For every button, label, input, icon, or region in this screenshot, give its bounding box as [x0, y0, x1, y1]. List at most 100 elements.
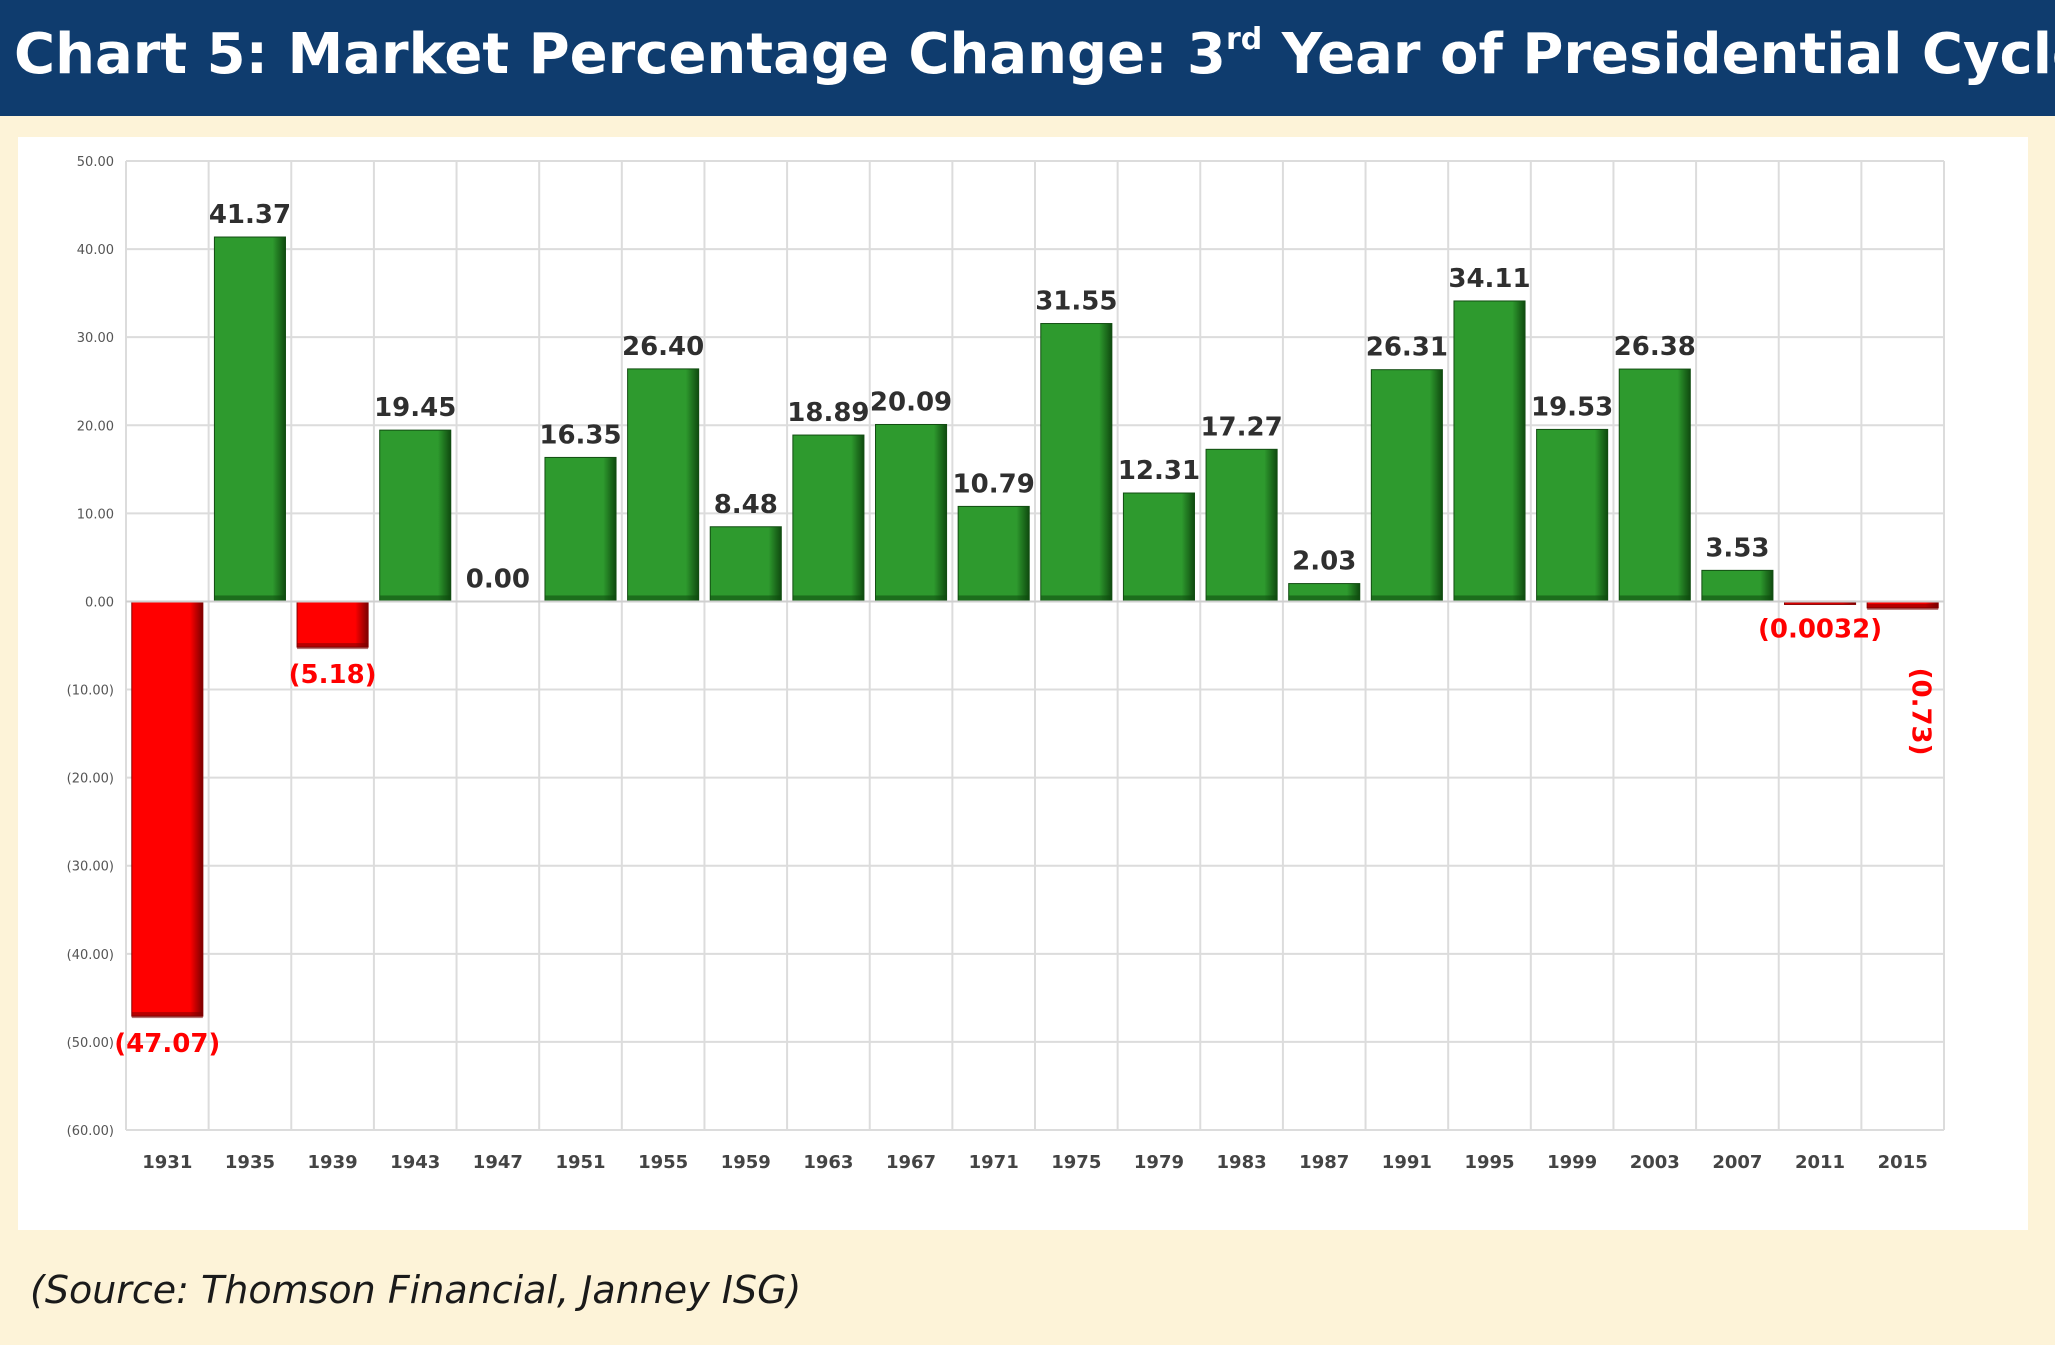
bar-shadow [214, 595, 286, 602]
data-label-1971: 10.79 [953, 469, 1035, 499]
chart-header: Chart 5: Market Percentage Change: 3rd Y… [0, 0, 2055, 116]
x-tick-label: 1951 [555, 1152, 605, 1173]
data-label-1947: 0.00 [466, 564, 530, 594]
y-tick-label: (40.00) [67, 948, 114, 963]
x-tick-label: 1947 [473, 1152, 523, 1173]
data-label-1955: 26.40 [622, 332, 704, 362]
x-tick-label: 1963 [803, 1152, 853, 1173]
y-tick-label: (60.00) [67, 1124, 114, 1139]
data-label-2011: (0.0032) [1758, 614, 1882, 644]
y-tick-label: (10.00) [67, 684, 114, 699]
x-tick-label: 1991 [1382, 1152, 1432, 1173]
data-label-1931: (47.07) [114, 1029, 220, 1059]
data-label-2015: (0.73) [1906, 668, 1936, 756]
x-tick-label: 1975 [1051, 1152, 1101, 1173]
bar-1959 [709, 526, 782, 602]
bar-1979 [1122, 492, 1195, 602]
x-tick-label: 1935 [225, 1152, 275, 1173]
bar-1939 [296, 600, 369, 648]
x-tick-label: 2003 [1630, 1152, 1680, 1173]
bar-shadow [544, 595, 617, 602]
bar-shadow [1206, 595, 1278, 602]
bar-1971 [957, 505, 1030, 602]
data-label-1983: 17.27 [1200, 412, 1282, 442]
y-tick-label: 0.00 [85, 595, 114, 610]
x-tick-label: 1943 [390, 1152, 440, 1173]
data-label-1935: 41.37 [209, 200, 291, 230]
bar-1935 [213, 236, 286, 602]
chart-title-superscript: rd [1225, 22, 1263, 57]
y-tick-label: 50.00 [77, 155, 114, 170]
bar-1975 [1040, 323, 1113, 602]
x-tick-label: 1979 [1134, 1152, 1184, 1173]
bar-1983 [1205, 448, 1278, 602]
x-tick-label: 1983 [1217, 1152, 1267, 1173]
bar-shadow [1040, 595, 1112, 602]
y-tick-label: 20.00 [77, 419, 114, 434]
bar-1991 [1370, 369, 1443, 602]
bar-shadow [1701, 595, 1773, 602]
data-label-1979: 12.31 [1118, 456, 1200, 486]
bar-shadow [1288, 595, 1360, 602]
data-label-2007: 3.53 [1705, 533, 1769, 563]
x-tick-label: 1955 [638, 1152, 688, 1173]
data-label-1975: 31.55 [1035, 287, 1117, 317]
x-tick-label: 1967 [886, 1152, 936, 1173]
x-tick-label: 1959 [721, 1152, 771, 1173]
bar-1995 [1453, 300, 1526, 602]
y-tick-label: 40.00 [77, 243, 114, 258]
data-label-1987: 2.03 [1292, 547, 1356, 577]
bar-shadow [1371, 595, 1443, 602]
bar-shadow [1123, 595, 1195, 602]
bar-shadow [1536, 595, 1608, 602]
data-label-1995: 34.11 [1448, 264, 1530, 294]
bar-1999 [1536, 428, 1609, 602]
data-label-1951: 16.35 [539, 420, 621, 450]
bar-shadow [131, 1012, 203, 1019]
data-label-1999: 19.53 [1531, 392, 1613, 422]
bar-chart: 50.00 40.00 30.00 20.00 10.00 0.00 (10.00) (20.… [67, 155, 1945, 1173]
chart-title: Chart 5: Market Percentage Change: 3rd Y… [14, 20, 2055, 90]
x-tick-label: 1939 [308, 1152, 358, 1173]
x-tick-label: 1999 [1547, 1152, 1597, 1173]
x-tick-label: 1987 [1299, 1152, 1349, 1173]
bar-shadow [1619, 595, 1691, 602]
x-tick-label: 1995 [1464, 1152, 1514, 1173]
source-note: (Source: Thomson Financial, Janney ISG) [30, 1268, 802, 1312]
bar-shadow [875, 595, 947, 602]
data-label-1959: 8.48 [714, 490, 778, 520]
bar-shadow [710, 595, 782, 602]
data-label-2003: 26.38 [1614, 332, 1696, 362]
chart-title-prefix: Chart 5: Market Percentage Change: 3 [14, 22, 1226, 87]
x-tick-label: 1971 [969, 1152, 1019, 1173]
x-tick-label: 1931 [142, 1152, 192, 1173]
x-tick-label: 2007 [1712, 1152, 1762, 1173]
chart-title-suffix: Year of Presidential Cycle [1262, 22, 2055, 87]
bar-1931 [131, 600, 204, 1017]
data-label-1943: 19.45 [374, 393, 456, 423]
bar-1967 [875, 423, 948, 602]
y-tick-label: (30.00) [67, 860, 114, 875]
data-label-1967: 20.09 [870, 387, 952, 417]
bar-shadow [1453, 595, 1526, 602]
bar-shadow [627, 595, 699, 602]
bar-shadow [297, 643, 369, 650]
bar-shadow [792, 595, 864, 602]
chart-panel: 50.00 40.00 30.00 20.00 10.00 0.00 (10.00) (20.… [18, 137, 2028, 1230]
bar-shadow [1867, 603, 1939, 610]
y-tick-label: (20.00) [67, 772, 114, 787]
y-tick-label: 30.00 [77, 331, 114, 346]
x-tick-label: 2011 [1795, 1152, 1845, 1173]
bar-shadow [958, 595, 1030, 602]
bar-2003 [1618, 368, 1691, 602]
y-tick-label: (50.00) [67, 1036, 114, 1051]
data-label-1963: 18.89 [787, 398, 869, 428]
bar-1963 [792, 434, 865, 602]
data-label-1991: 26.31 [1366, 333, 1448, 363]
bar-shadow [379, 595, 451, 602]
y-tick-label: 10.00 [77, 507, 114, 522]
bar-1943 [379, 429, 452, 602]
bar-1955 [627, 368, 700, 602]
bar-1951 [544, 456, 617, 602]
x-tick-label: 2015 [1878, 1152, 1928, 1173]
